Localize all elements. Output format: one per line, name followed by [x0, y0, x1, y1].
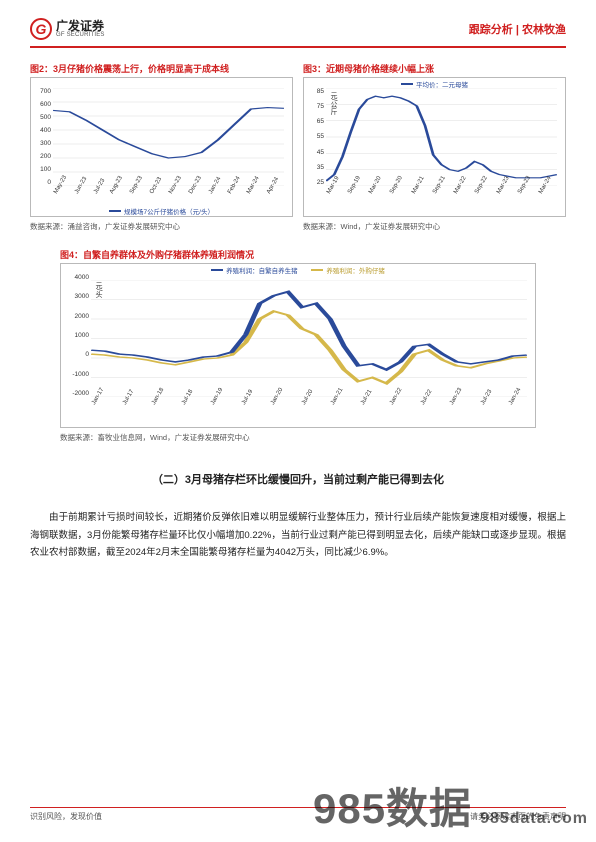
logo-icon: G: [30, 18, 52, 40]
chart3-yaxis: 85756555453525: [304, 88, 326, 186]
logo-name-cn: 广发证券: [56, 20, 105, 33]
chart3-title: 图3：近期母猪价格继续小幅上涨: [303, 62, 566, 75]
chart3-plot: [326, 88, 557, 186]
section-body: 由于前期累计亏损时间较长，近期猪价反弹依旧难以明显缓解行业整体压力，预计行业后续…: [30, 509, 566, 562]
chart4-box: 养殖利润：自繁自养生猪 养殖利润：外购仔猪 元/头 40003000200010…: [60, 263, 536, 428]
chart2-xaxis: May-23Jun-23Jul-23Aug-23Sep-23Oct-23Nov-…: [53, 186, 284, 208]
chart4-yaxis: 40003000200010000-1000-2000: [61, 274, 91, 397]
chart2-source: 数据来源：涌益咨询，广发证券发展研究中心: [30, 221, 293, 232]
watermark: 985数据 985data.com: [313, 775, 588, 836]
chart4-title: 图4：自繁自养群体及外购仔猪群体养殖利润情况: [60, 248, 536, 261]
chart2-title: 图2：3月仔猪价格震荡上行，价格明显高于成本线: [30, 62, 293, 75]
chart4-legend: 养殖利润：自繁自养生猪 养殖利润：外购仔猪: [61, 265, 535, 275]
chart3-series: [326, 96, 557, 181]
chart2-series: [53, 108, 284, 158]
logo-name-en: GF SECURITIES: [56, 32, 105, 38]
logo: G 广发证券 GF SECURITIES: [30, 18, 105, 40]
chart2-box: 7006005004003002001000 May-23Jun-23Jul-2…: [30, 77, 293, 217]
footer-left: 识别风险，发现价值: [30, 811, 102, 822]
chart2-yaxis: 7006005004003002001000: [31, 88, 53, 186]
watermark-sub: 985data.com: [480, 810, 588, 828]
header-divider: [30, 46, 566, 48]
watermark-main: 985数据: [313, 775, 472, 836]
chart3-source: 数据来源：Wind，广发证券发展研究中心: [303, 221, 566, 232]
charts-row-top: 图2：3月仔猪价格震荡上行，价格明显高于成本线 7006005004003002…: [30, 62, 566, 232]
chart4-xaxis: Jan-17Jul-17Jan-18Jul-18Jan-19Jul-19Jan-…: [91, 397, 527, 419]
chart4-plot: [91, 280, 527, 397]
section-heading: （二）3月母猪存栏环比缓慢回升，当前过剩产能已得到去化: [30, 471, 566, 487]
chart4-series-b: [91, 311, 527, 383]
chart3-card: 图3：近期母猪价格继续小幅上涨 平均价：二元母猪 元/公斤 8575655545…: [303, 62, 566, 232]
breadcrumb: 跟踪分析 | 农林牧渔: [469, 21, 566, 37]
chart2-card: 图2：3月仔猪价格震荡上行，价格明显高于成本线 7006005004003002…: [30, 62, 293, 232]
page-header: G 广发证券 GF SECURITIES 跟踪分析 | 农林牧渔: [30, 18, 566, 44]
chart3-xaxis: Mar-19Sep-19Mar-20Sep-20Mar-21Sep-21Mar-…: [326, 186, 557, 208]
chart4-card: 图4：自繁自养群体及外购仔猪群体养殖利润情况 养殖利润：自繁自养生猪 养殖利润：…: [30, 248, 566, 443]
chart2-plot: [53, 88, 284, 186]
chart2-legend: 规模场7公斤仔猪价格（元/头）: [31, 206, 292, 216]
chart3-box: 平均价：二元母猪 元/公斤 85756555453525 Mar-19Sep-1…: [303, 77, 566, 217]
chart4-source: 数据来源：畜牧业信息网，Wind，广发证券发展研究中心: [60, 432, 536, 443]
